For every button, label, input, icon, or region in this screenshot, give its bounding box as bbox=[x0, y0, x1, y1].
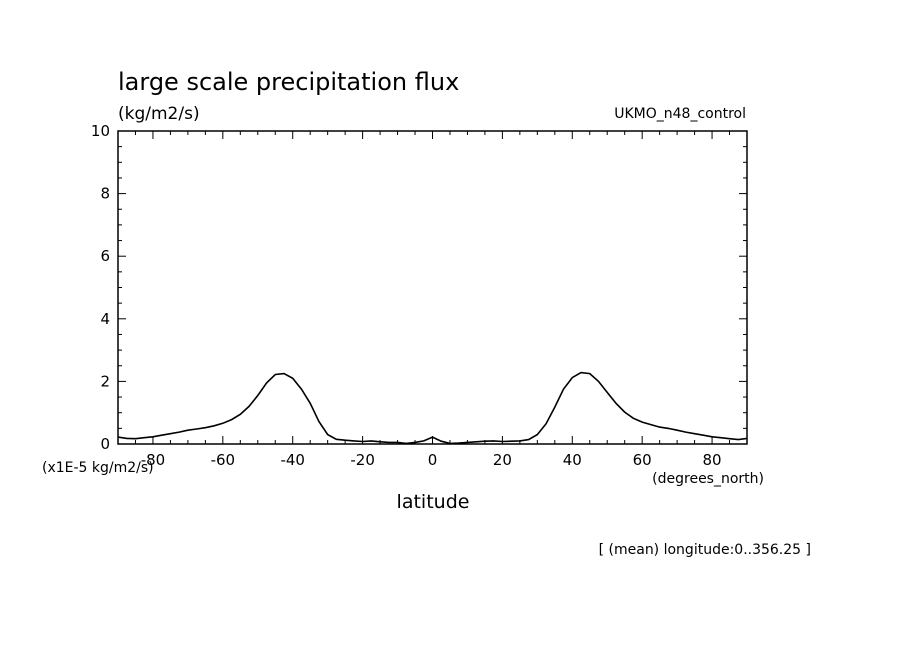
footer-note: [ (mean) longitude:0..356.25 ] bbox=[599, 542, 811, 558]
x-tick-label: 60 bbox=[633, 451, 652, 469]
x-tick-label: 20 bbox=[493, 451, 512, 469]
x-units-label: (degrees_north) bbox=[652, 471, 764, 487]
y-tick-label: 10 bbox=[91, 122, 110, 140]
y-tick-label: 8 bbox=[100, 185, 110, 203]
x-axis: -80 -60 -40 -20 0 20 40 60 80 bbox=[134, 131, 731, 469]
x-axis-title: latitude bbox=[397, 491, 470, 513]
y-tick-label: 2 bbox=[100, 372, 110, 390]
y-tick-label: 6 bbox=[100, 247, 110, 265]
chart-title: large scale precipitation flux bbox=[118, 68, 459, 96]
x-tick-label: -20 bbox=[350, 451, 375, 469]
x-tick-label: -80 bbox=[141, 451, 166, 469]
y-axis: 0 2 4 6 8 10 bbox=[91, 122, 747, 453]
units-label: (kg/m2/s) bbox=[118, 104, 200, 124]
y-tick-label: 4 bbox=[100, 310, 110, 328]
x-tick-label: 80 bbox=[703, 451, 722, 469]
x-tick-label: -60 bbox=[211, 451, 236, 469]
dataset-label: UKMO_n48_control bbox=[614, 106, 746, 122]
plot-frame bbox=[117, 130, 748, 445]
x-tick-label: 40 bbox=[563, 451, 582, 469]
x-tick-label: -40 bbox=[280, 451, 305, 469]
precipitation-series-line bbox=[117, 371, 748, 445]
y-tick-label: 0 bbox=[100, 435, 110, 453]
x-tick-label: 0 bbox=[428, 451, 438, 469]
scale-note: (x1E-5 kg/m2/s) bbox=[42, 460, 154, 476]
